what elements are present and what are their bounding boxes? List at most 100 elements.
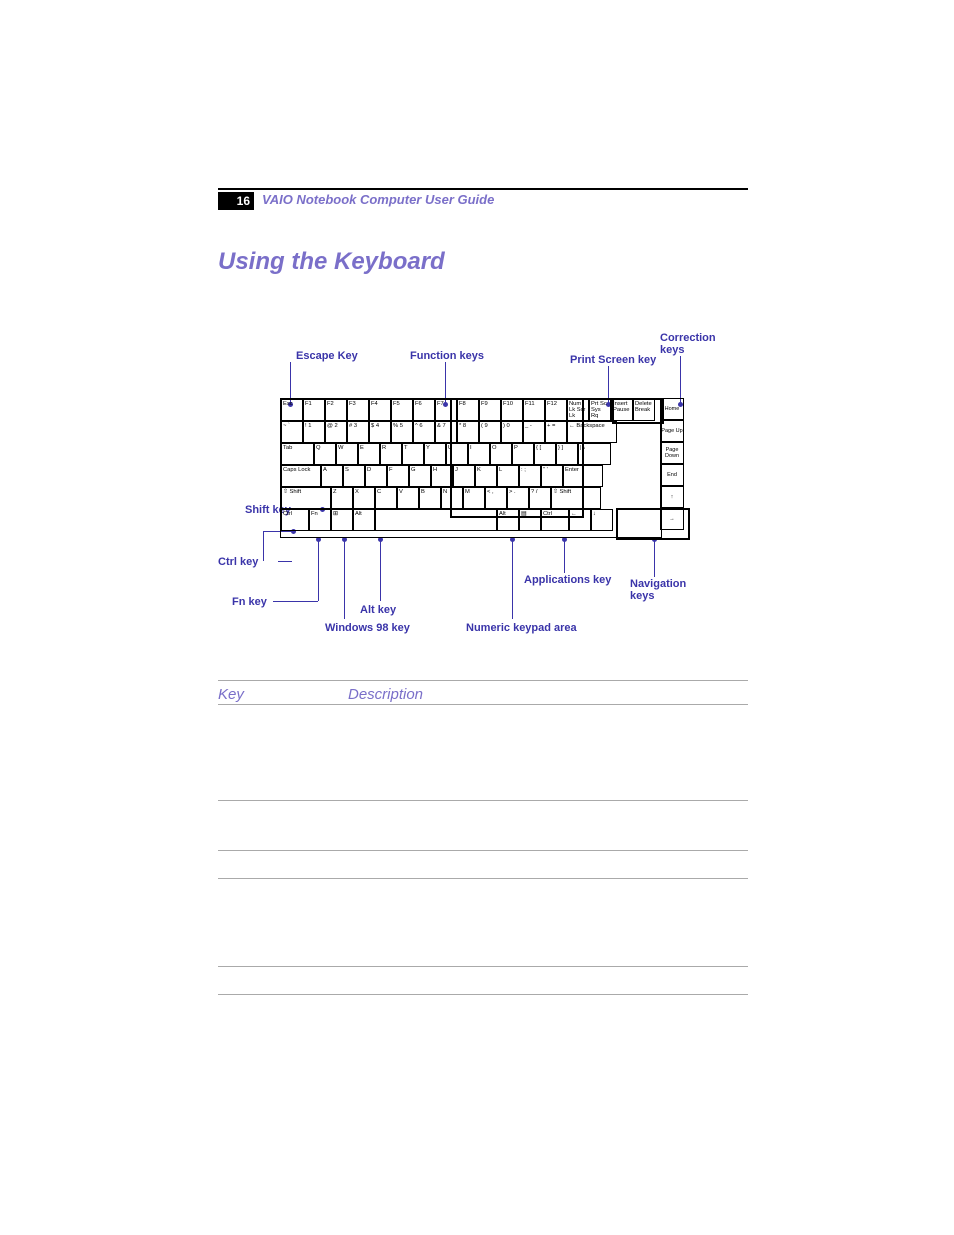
keyboard-row-5: ⇧ ShiftZXCVBNM< ,> .? /⇧ Shift: [281, 487, 661, 509]
keyboard-key: D: [365, 465, 387, 487]
keyboard-key: P: [512, 443, 534, 465]
label-ctrl: Ctrl key: [218, 556, 258, 568]
keyboard-key: Alt: [353, 509, 375, 531]
keyboard-key: A: [321, 465, 343, 487]
table-top-rule: [218, 680, 748, 681]
section-title: Using the Keyboard: [218, 248, 445, 276]
keyboard-key: Insert Pause: [611, 399, 633, 421]
keyboard-key: B: [419, 487, 441, 509]
label-win98: Windows 98 key: [325, 622, 410, 634]
keyboard-key: Z: [331, 487, 353, 509]
keyboard-key: N: [441, 487, 463, 509]
keyboard-key: ⇧ Shift: [551, 487, 601, 509]
keyboard-figure: Escape Key Function keys Print Screen ke…: [218, 324, 748, 648]
keyboard-key: Ctrl: [281, 509, 309, 531]
keyboard-key: ( 9: [479, 421, 501, 443]
keyboard-key: F4: [369, 399, 391, 421]
keyboard-key: % 5: [391, 421, 413, 443]
callout-line: [263, 531, 264, 561]
keyboard-key: + =: [545, 421, 567, 443]
keyboard-key: ←: [569, 509, 591, 531]
keyboard-key: Prt Sc Sys Rq: [589, 399, 611, 421]
table-rule: [218, 850, 748, 851]
keyboard-key: } ]: [556, 443, 578, 465]
keyboard-key: " ': [541, 465, 563, 487]
keyboard-key: ↓: [591, 509, 613, 531]
table-header-description: Description: [348, 686, 423, 703]
label-alt: Alt key: [360, 604, 396, 616]
keyboard-key: F11: [523, 399, 545, 421]
keyboard-key: M: [463, 487, 485, 509]
keyboard-row-3: TabQWERTYUIOP{ [} ]| \: [281, 443, 661, 465]
keyboard-row-2: ~ `! 1@ 2# 3$ 4% 5^ 6& 7* 8( 9) 0_ -+ =←…: [281, 421, 661, 443]
keyboard-key: $ 4: [369, 421, 391, 443]
keyboard-key: O: [490, 443, 512, 465]
keyboard-key: Esc: [281, 399, 303, 421]
keyboard-key: ? /: [529, 487, 551, 509]
callout-line: [278, 561, 292, 562]
label-fn: Fn key: [232, 596, 267, 608]
keyboard-key: Caps Lock: [281, 465, 321, 487]
table-rule: [218, 994, 748, 995]
label-numeric-keypad: Numeric keypad area: [466, 622, 577, 634]
keyboard-side-key: End: [660, 464, 684, 486]
label-correction-keys: Correction keys: [660, 332, 720, 356]
keyboard-key: | \: [578, 443, 611, 465]
page-number-box: 16: [218, 192, 254, 210]
keyboard-key: Tab: [281, 443, 314, 465]
label-applications: Applications key: [524, 574, 611, 586]
keyboard-key: T: [402, 443, 424, 465]
keyboard-key: Enter: [563, 465, 603, 487]
callout-line: [344, 539, 345, 619]
keyboard-key: F6: [413, 399, 435, 421]
guide-title: VAIO Notebook Computer User Guide: [262, 192, 494, 207]
keyboard-key: { [: [534, 443, 556, 465]
keyboard-key: ⇧ Shift: [281, 487, 331, 509]
keyboard-key: ⊞: [331, 509, 353, 531]
keyboard-row-6: CtrlFn⊞AltAlt▤Ctrl←↓: [281, 509, 661, 531]
table-rule: [218, 704, 748, 705]
keyboard-key: K: [475, 465, 497, 487]
page-number: 16: [237, 194, 250, 208]
callout-line: [680, 356, 681, 404]
keyboard-key: < ,: [485, 487, 507, 509]
keyboard-key: F5: [391, 399, 413, 421]
keyboard-side-column: HomePage UpPage DownEnd↑→: [660, 398, 684, 536]
keyboard-key: G: [409, 465, 431, 487]
table-rule: [218, 966, 748, 967]
keyboard-key: > .: [507, 487, 529, 509]
keyboard-key: J: [453, 465, 475, 487]
keyboard-key: R: [380, 443, 402, 465]
keyboard-key: U: [446, 443, 468, 465]
keyboard-key: F3: [347, 399, 369, 421]
keyboard-key: ~ `: [281, 421, 303, 443]
keyboard-key: I: [468, 443, 490, 465]
keyboard-key: F: [387, 465, 409, 487]
keyboard-key: F12: [545, 399, 567, 421]
callout-line: [564, 539, 565, 573]
callout-line: [512, 539, 513, 619]
keyboard-key: * 8: [457, 421, 479, 443]
keyboard-side-key: Page Down: [660, 442, 684, 464]
keyboard-key: ! 1: [303, 421, 325, 443]
keyboard-key: W: [336, 443, 358, 465]
keyboard-key: ) 0: [501, 421, 523, 443]
keyboard-key: F2: [325, 399, 347, 421]
keyboard-key: Num Lk Scr Lk: [567, 399, 589, 421]
keyboard-key: F10: [501, 399, 523, 421]
header-rule: [218, 188, 748, 190]
keyboard-key: _ -: [523, 421, 545, 443]
callout-line: [380, 539, 381, 601]
keyboard-side-key: Home: [660, 398, 684, 420]
keyboard-side-key: →: [660, 508, 684, 530]
keyboard-key: L: [497, 465, 519, 487]
keyboard-side-key: ↑: [660, 486, 684, 508]
table-rule: [218, 878, 748, 879]
keyboard-key: X: [353, 487, 375, 509]
label-print-screen: Print Screen key: [570, 354, 656, 366]
keyboard-key: Q: [314, 443, 336, 465]
label-escape: Escape Key: [296, 350, 358, 362]
keyboard-key: Alt: [497, 509, 519, 531]
label-function-keys: Function keys: [410, 350, 484, 362]
table-header-key: Key: [218, 686, 244, 703]
